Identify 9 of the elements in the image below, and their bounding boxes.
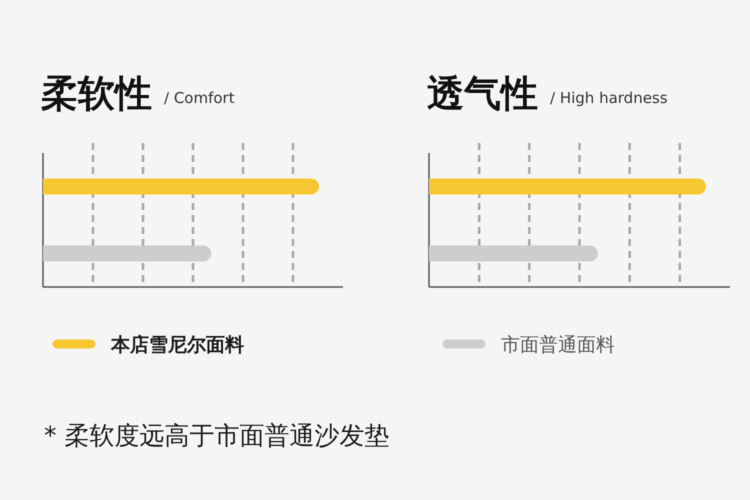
chart-title: 透气性 — [427, 72, 538, 115]
legend-label: 本店雪尼尔面料 — [110, 334, 244, 356]
legend: 市面普通面料 — [442, 334, 615, 356]
chart-subtitle: / High hardness — [550, 89, 668, 107]
chart-subtitle: / Comfort — [164, 89, 235, 107]
chart-title: 柔软性 — [41, 72, 152, 115]
legend-label: 市面普通面料 — [501, 334, 615, 356]
legend: 本店雪尼尔面料 — [52, 334, 244, 356]
text: * 柔软度远高于市面普通沙发垫 — [44, 421, 390, 450]
